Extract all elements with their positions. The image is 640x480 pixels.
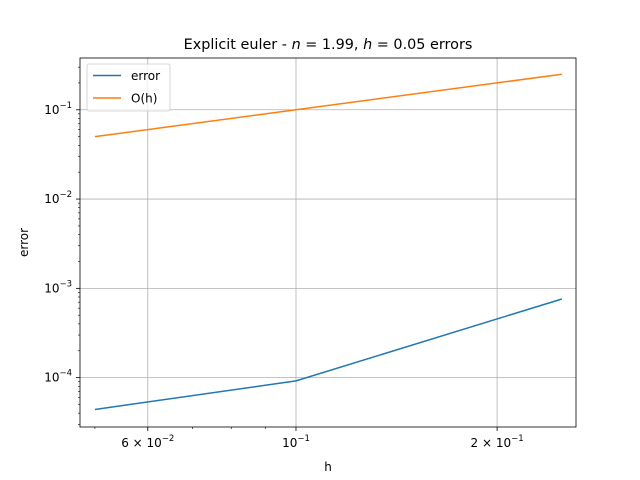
x-tick-base: 10	[147, 436, 162, 450]
plot-frame	[79, 57, 577, 428]
legend: error O(h)	[86, 63, 171, 112]
x-tick-exponent: −2	[162, 434, 175, 444]
minor-ticks	[78, 66, 266, 429]
y-tick-base: 10	[44, 103, 59, 117]
title-h-eq: = 0.05 errors	[372, 37, 472, 53]
y-tick-exponent: −3	[59, 279, 72, 289]
y-tick-base: 10	[44, 371, 59, 385]
series-layer	[94, 73, 563, 411]
y-tick-exponent: −2	[59, 190, 72, 200]
y-tick-exponent: −1	[59, 101, 72, 111]
x-tick-base: 10	[496, 436, 511, 450]
x-tick-label: 2 × 10−1	[471, 434, 524, 450]
title-prefix: Explicit euler -	[184, 37, 292, 53]
y-tick-label: 10−1	[44, 101, 72, 117]
y-tick-label: 10−3	[44, 279, 72, 295]
y-tick-exponent: −4	[59, 369, 72, 379]
x-tick-label: 10−1	[282, 434, 310, 450]
legend-label-oh: O(h)	[131, 92, 157, 106]
y-tick-base: 10	[44, 192, 59, 206]
title-n-var: n	[292, 37, 301, 53]
x-tick-mantissa: 2 ×	[471, 436, 496, 450]
chart-title: Explicit euler - n = 1.99, h = 0.05 erro…	[184, 37, 473, 53]
x-tick-exponent: −1	[511, 434, 524, 444]
y-tick-base: 10	[44, 281, 59, 295]
series-line-oh	[94, 73, 562, 138]
series-line-error	[94, 298, 563, 411]
tick-layer: 6 × 10−2 10−1 2 × 10−110−410−310−210−1	[44, 101, 523, 450]
y-axis-label: error	[17, 228, 31, 257]
title-n-eq: = 1.99,	[301, 37, 363, 53]
x-tick-exponent: −1	[297, 434, 310, 444]
x-tick-mantissa: 6 ×	[121, 436, 146, 450]
y-tick-label: 10−2	[44, 190, 72, 206]
y-tick-label: 10−4	[44, 369, 72, 385]
x-axis-label: h	[324, 460, 332, 474]
x-tick-label: 6 × 10−2	[121, 434, 174, 450]
x-tick-base: 10	[282, 436, 297, 450]
title-h-var: h	[363, 37, 372, 53]
legend-label-error: error	[131, 69, 160, 83]
